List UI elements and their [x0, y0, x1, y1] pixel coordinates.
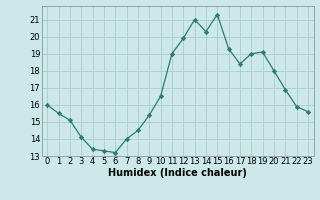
X-axis label: Humidex (Indice chaleur): Humidex (Indice chaleur): [108, 168, 247, 178]
